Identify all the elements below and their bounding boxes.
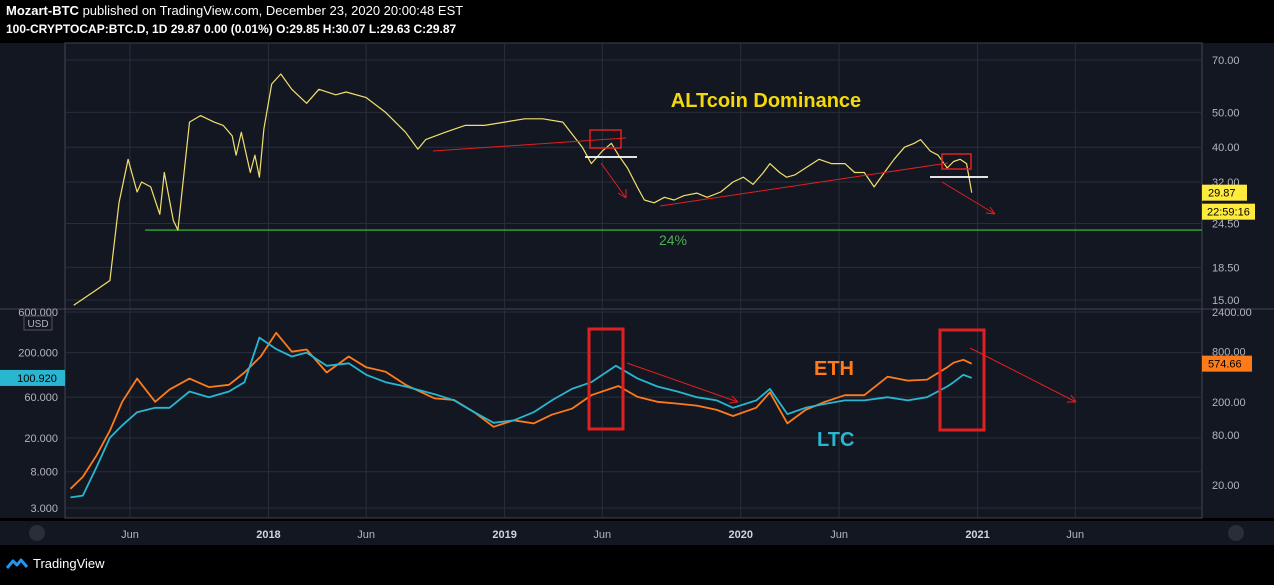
time-axis-area <box>0 521 1274 545</box>
price-axis-area <box>1202 43 1274 518</box>
trendline-1 <box>432 137 627 152</box>
countdown-label: 22:59:16 <box>1207 207 1250 219</box>
right-tick-label: 20.00 <box>1212 480 1240 492</box>
highlight-box-3 <box>587 327 625 431</box>
y-tick-label: 40.00 <box>1212 142 1240 154</box>
right-tick-label: 80.00 <box>1212 430 1240 442</box>
left-tick-label: 200.000 <box>18 348 58 360</box>
x-tick-label: Jun <box>593 529 611 541</box>
right-tick-label: 2400.00 <box>1212 307 1252 319</box>
last-price-tag <box>1202 184 1247 201</box>
arrow-down-1 <box>600 162 627 199</box>
chart-title: ALTcoin Dominance <box>671 90 861 112</box>
x-tick-label: 2019 <box>492 529 516 541</box>
unit-label: USD <box>27 319 48 330</box>
y-tick-label: 15.00 <box>1212 295 1240 307</box>
ltc-price-label: 100.920 <box>17 373 57 385</box>
author-name[interactable]: Mozart-BTC <box>6 3 79 18</box>
footer-brand[interactable]: TradingView <box>6 556 105 571</box>
auto-scale-button-icon <box>1228 525 1244 541</box>
tradingview-logo-icon <box>6 558 28 569</box>
y-tick-label: 18.50 <box>1212 262 1240 274</box>
y-tick-label: 50.00 <box>1212 107 1240 119</box>
highlight-box-1 <box>589 129 622 149</box>
left-axis-area <box>0 43 65 518</box>
published-text: published on TradingView.com, December 2… <box>82 3 464 18</box>
eth-label: ETH <box>814 358 854 380</box>
altcoin-dominance-series <box>73 73 973 306</box>
highlight-box-2 <box>941 153 972 170</box>
support-label: 24% <box>659 232 687 248</box>
left-tick-label: 3.000 <box>30 503 58 515</box>
x-tick-label: 2018 <box>256 529 280 541</box>
x-tick-label: Jun <box>357 529 375 541</box>
plot-area <box>65 43 1202 518</box>
x-tick-label: Jun <box>1066 529 1084 541</box>
arrow-bottom-head-1 <box>728 395 739 404</box>
arrow-bottom-head-2 <box>1067 394 1077 403</box>
x-tick-label: Jun <box>121 529 139 541</box>
left-tick-label: 20.000 <box>24 433 58 445</box>
arrow-down-2 <box>941 181 996 215</box>
x-tick-label: 2020 <box>729 529 753 541</box>
zoom-button-icon <box>29 525 45 541</box>
y-tick-label: 70.00 <box>1212 55 1240 67</box>
left-tick-label: 60.000 <box>24 392 58 404</box>
ltc-price-tag <box>0 369 65 386</box>
arrow-bottom-1 <box>626 362 739 403</box>
ltc-series <box>70 336 973 499</box>
altcoin-group <box>73 73 973 306</box>
ltc-label: LTC <box>817 429 854 451</box>
right-tick-label: 200.00 <box>1212 397 1246 409</box>
left-tick-label: 8.000 <box>30 467 58 479</box>
arrow-head-1 <box>617 189 627 199</box>
arrow-bottom-2 <box>969 347 1077 403</box>
highlight-box-4 <box>938 328 986 432</box>
unit-box <box>23 315 53 331</box>
last-price-label: 29.87 <box>1208 188 1236 200</box>
publisher-line: Mozart-BTC published on TradingView.com,… <box>6 3 463 18</box>
eth-price-label: 574.66 <box>1208 359 1242 371</box>
countdown-tag <box>1202 203 1255 220</box>
arrow-head-2 <box>985 206 996 215</box>
eth-price-tag <box>1202 355 1252 372</box>
x-tick-label: Jun <box>830 529 848 541</box>
symbol-line: 100-CRYPTOCAP:BTC.D, 1D 29.87 0.00 (0.01… <box>6 22 457 36</box>
trendline-2 <box>659 162 949 207</box>
y-tick-label: 24.50 <box>1212 219 1240 231</box>
x-tick-label: 2021 <box>965 529 989 541</box>
brand-name: TradingView <box>33 556 105 571</box>
